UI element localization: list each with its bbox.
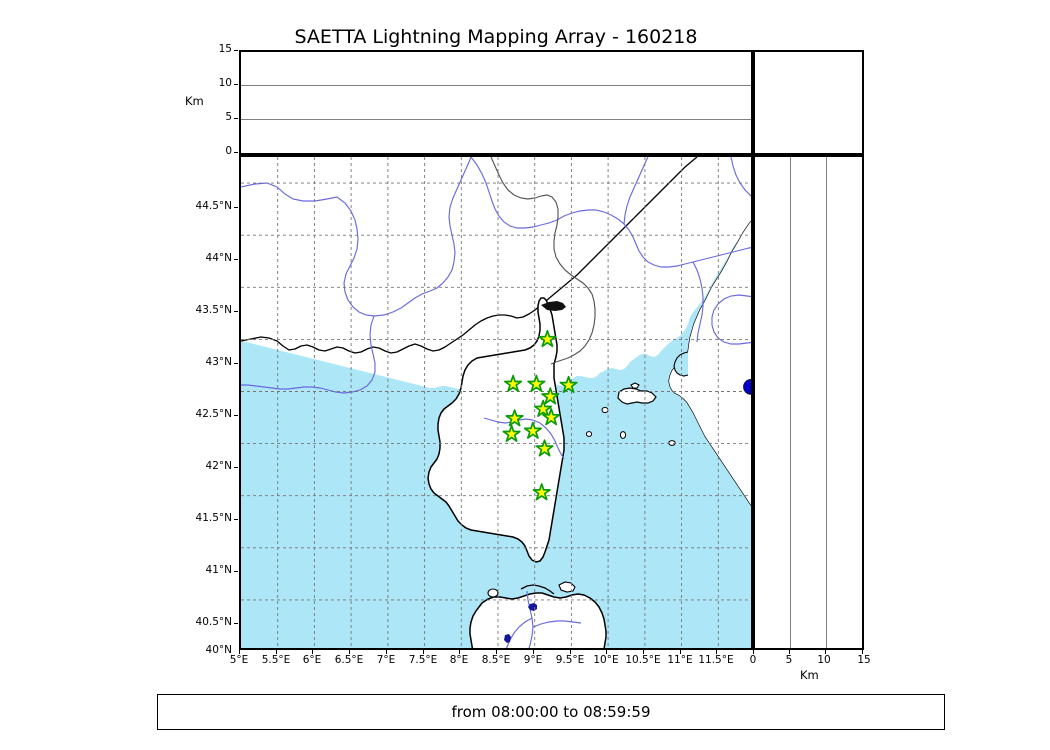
tickmark-lat: [234, 311, 238, 312]
xtick-lon-7: 7°E: [376, 654, 396, 666]
tickmark-lat: [234, 415, 238, 416]
xtick-lon-6: 6°E: [302, 654, 322, 666]
top-panel-ylabel: Km: [185, 94, 204, 108]
tickmark-right: [862, 650, 863, 654]
status-bar: from 08:00:00 to 08:59:59: [157, 694, 945, 730]
tickmark-lon: [496, 650, 497, 654]
xtick-lon-8-5: 8.5°E: [481, 654, 511, 666]
xtick-lon-9: 9°E: [523, 654, 543, 666]
islet-giglio: [668, 440, 676, 446]
ytick-lat-40: 40°N: [205, 644, 232, 656]
map-gridlines: [241, 157, 751, 648]
lake-geneva: [541, 301, 566, 311]
tickmark-lon: [680, 650, 681, 654]
xtick-lon-6-5: 6.5°E: [334, 654, 364, 666]
ytick-lat-44: 44°N: [205, 252, 232, 264]
tickmark-lat: [234, 259, 238, 260]
ytick-top-15: 15: [218, 43, 232, 55]
island-sardinia: [469, 592, 607, 648]
tickmark-lat: [234, 571, 238, 572]
map-panel[interactable]: [239, 155, 753, 650]
xtick-lon-10: 10°E: [593, 654, 619, 666]
tickmark-top-5: [234, 118, 238, 119]
island-asinara: [487, 588, 499, 598]
ytick-lat-42-5: 42.5°N: [195, 408, 232, 420]
ytick-lat-41: 41°N: [205, 564, 232, 576]
top-right-histogram-panel: [753, 50, 864, 155]
islet-pianosa: [619, 431, 627, 439]
ytick-lat-43-5: 43.5°N: [195, 304, 232, 316]
page-title: SAETTA Lightning Mapping Array - 160218: [294, 26, 698, 48]
tickmark-lon: [312, 650, 313, 654]
tickmark-lat: [234, 519, 238, 520]
tickmark-lat: [234, 363, 238, 364]
coastline-mainland: [241, 157, 698, 354]
tickmark-lon: [423, 650, 424, 654]
xtick-lon-5-5: 5.5°E: [261, 654, 291, 666]
xtick-lon-8: 8°E: [449, 654, 469, 666]
tickmark-top-0: [234, 152, 238, 153]
mainland-landmass: [241, 157, 751, 389]
xtick-right-5: 5: [785, 654, 793, 666]
ytick-top-5: 5: [225, 111, 232, 123]
xtick-lon-9-5: 9.5°E: [555, 654, 585, 666]
ytick-lat-40-5: 40.5°N: [195, 616, 232, 628]
tickmark-lon: [459, 650, 460, 654]
right-altitude-panel: [753, 155, 864, 650]
ytick-lat-43: 43°N: [205, 356, 232, 368]
tickmark-lat: [234, 207, 238, 208]
tickmark-right: [789, 650, 790, 654]
tickmark-lon: [716, 650, 717, 654]
tickmark-top-10: [234, 84, 238, 85]
ytick-lat-44-5: 44.5°N: [195, 200, 232, 212]
ytick-top-0: 0: [225, 145, 232, 157]
tickmark-right: [753, 650, 754, 654]
islet-montecristo: [585, 431, 593, 437]
map-graphic: [241, 157, 751, 648]
islet-gorgona: [601, 406, 609, 414]
ytick-lat-42: 42°N: [205, 460, 232, 472]
tickmark-lon: [643, 650, 644, 654]
tickmark-top-15: [234, 50, 238, 51]
xtick-right-15: 15: [857, 654, 871, 666]
lake-sardinia-south: [504, 634, 511, 643]
tickmark-lon: [276, 650, 277, 654]
sardinia-north-coast: [520, 584, 555, 595]
tickmark-lon: [239, 650, 240, 654]
italy-landmass: [669, 221, 751, 505]
gridline-5km: [241, 119, 751, 120]
political-borders: [490, 157, 596, 365]
tickmark-lon: [606, 650, 607, 654]
island-capraia: [630, 382, 640, 389]
time-range-text: from 08:00:00 to 08:59:59: [451, 703, 651, 721]
xtick-lon-5: 5°E: [229, 654, 249, 666]
xtick-right-0: 0: [749, 654, 757, 666]
tickmark-lon: [570, 650, 571, 654]
lightning-source-marker: [743, 379, 751, 395]
gridline-10km-vertical: [826, 157, 827, 648]
tickmark-lon: [349, 650, 350, 654]
xtick-lon-11: 11°E: [667, 654, 693, 666]
xtick-right-10: 10: [817, 654, 831, 666]
xtick-lon-10-5: 10.5°E: [625, 654, 661, 666]
tickmark-lat: [234, 623, 238, 624]
ytick-lat-41-5: 41.5°N: [195, 512, 232, 524]
gridline-5km-vertical: [790, 157, 791, 648]
island-elba: [617, 387, 657, 405]
xtick-lon-7-5: 7.5°E: [408, 654, 438, 666]
gridline-10km: [241, 85, 751, 86]
xtick-lon-11-5: 11.5°E: [698, 654, 734, 666]
tickmark-lon: [386, 650, 387, 654]
ytick-top-10: 10: [218, 77, 232, 89]
tickmark-right: [825, 650, 826, 654]
tickmark-lon: [533, 650, 534, 654]
right-panel-xlabel: Km: [800, 668, 819, 682]
top-altitude-panel: [239, 50, 753, 155]
tickmark-lat: [234, 467, 238, 468]
